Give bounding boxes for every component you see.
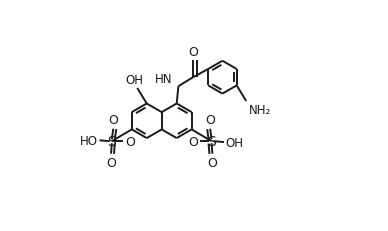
Text: S: S: [107, 135, 116, 149]
Text: S: S: [207, 135, 216, 149]
Text: O: O: [108, 114, 118, 127]
Text: NH₂: NH₂: [248, 103, 271, 116]
Text: OH: OH: [226, 136, 244, 149]
Text: O: O: [125, 135, 135, 148]
Text: O: O: [188, 45, 198, 58]
Text: HN: HN: [155, 73, 173, 85]
Text: HO: HO: [80, 134, 97, 147]
Text: O: O: [208, 156, 217, 169]
Text: O: O: [189, 135, 199, 148]
Text: OH: OH: [125, 74, 144, 87]
Text: O: O: [205, 114, 215, 127]
Text: O: O: [106, 156, 116, 169]
